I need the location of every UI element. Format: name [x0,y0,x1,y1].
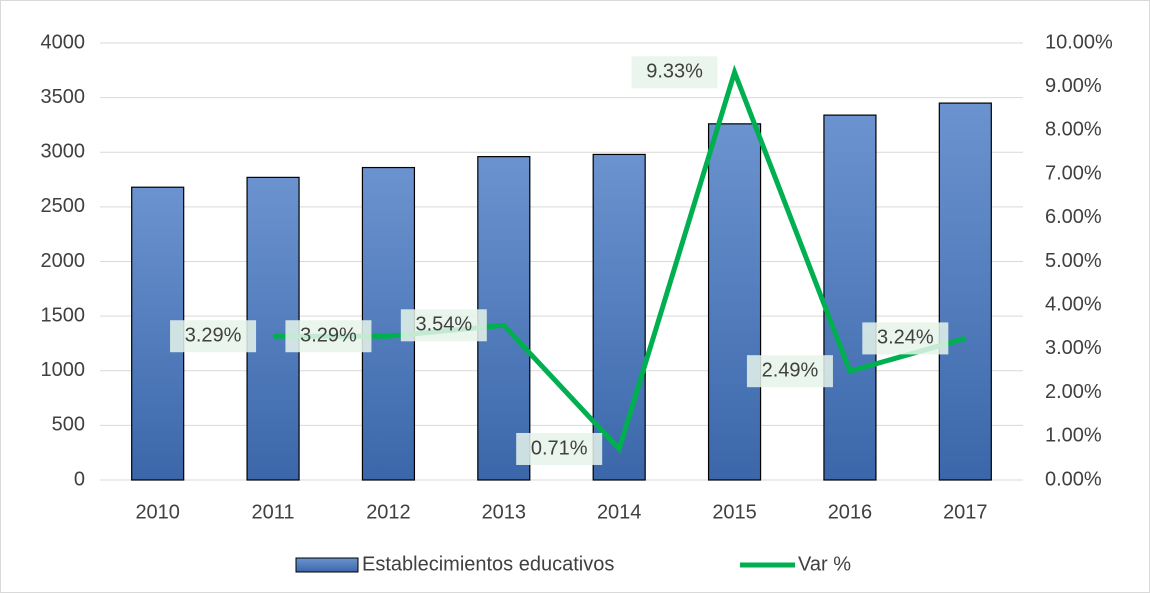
data-label: 2.49% [762,359,819,381]
x-tick-label: 2016 [828,501,873,523]
data-label-bg [862,322,949,355]
bar [823,114,877,481]
y2-tick-label: 1.00% [1045,425,1102,447]
data-label-bg [746,355,833,388]
y-tick-label: 4000 [41,31,86,53]
data-label: 3.54% [415,314,472,336]
data-label-bg [400,309,487,342]
y2-tick-label: 6.00% [1045,206,1102,228]
y2-tick-label: 4.00% [1045,293,1102,315]
data-label-bg [516,432,603,465]
y2-tick-label: 5.00% [1045,250,1102,272]
data-label: 3.24% [877,327,934,349]
x-tick-label: 2010 [135,501,180,523]
bar [707,123,762,481]
data-label: 0.71% [531,437,588,459]
x-tick-label: 2012 [366,501,411,523]
y2-tick-label: 8.00% [1045,119,1102,141]
legend-swatch [295,557,359,573]
x-tick-label: 2011 [252,501,295,523]
y-tick-label: 500 [52,414,85,436]
line [273,64,966,454]
y2-tick-label: 2.00% [1045,381,1102,403]
x-tick-label: 2013 [482,501,527,523]
x-tick-label: 2017 [943,501,988,523]
y-tick-label: 3000 [41,141,86,163]
y2-tick-label: 0.00% [1045,468,1102,490]
data-label: 3.29% [185,325,242,347]
bar [592,153,646,481]
y-tick-label: 1500 [41,304,86,326]
y2-tick-label: 3.00% [1045,337,1102,359]
y-tick-label: 0 [74,468,85,490]
legend-label: Establecimientos educativos [362,553,614,575]
y2-tick-label: 9.00% [1045,75,1102,97]
y2-tick-label: 7.00% [1045,162,1102,184]
bar [938,102,992,481]
data-label: 3.29% [300,325,357,347]
legend-label: Var % [798,553,851,575]
y2-tick-label: 10.00% [1045,31,1113,53]
y-tick-label: 2500 [41,195,86,217]
y-tick-label: 3500 [41,86,86,108]
data-label: 9.33% [646,61,703,83]
data-label-bg [631,56,718,89]
data-label-bg [170,320,257,353]
data-label-bg [285,320,372,353]
x-tick-label: 2015 [712,501,757,523]
y-tick-label: 2000 [41,250,86,272]
x-tick-label: 2014 [597,501,642,523]
y-tick-label: 1000 [41,359,86,381]
